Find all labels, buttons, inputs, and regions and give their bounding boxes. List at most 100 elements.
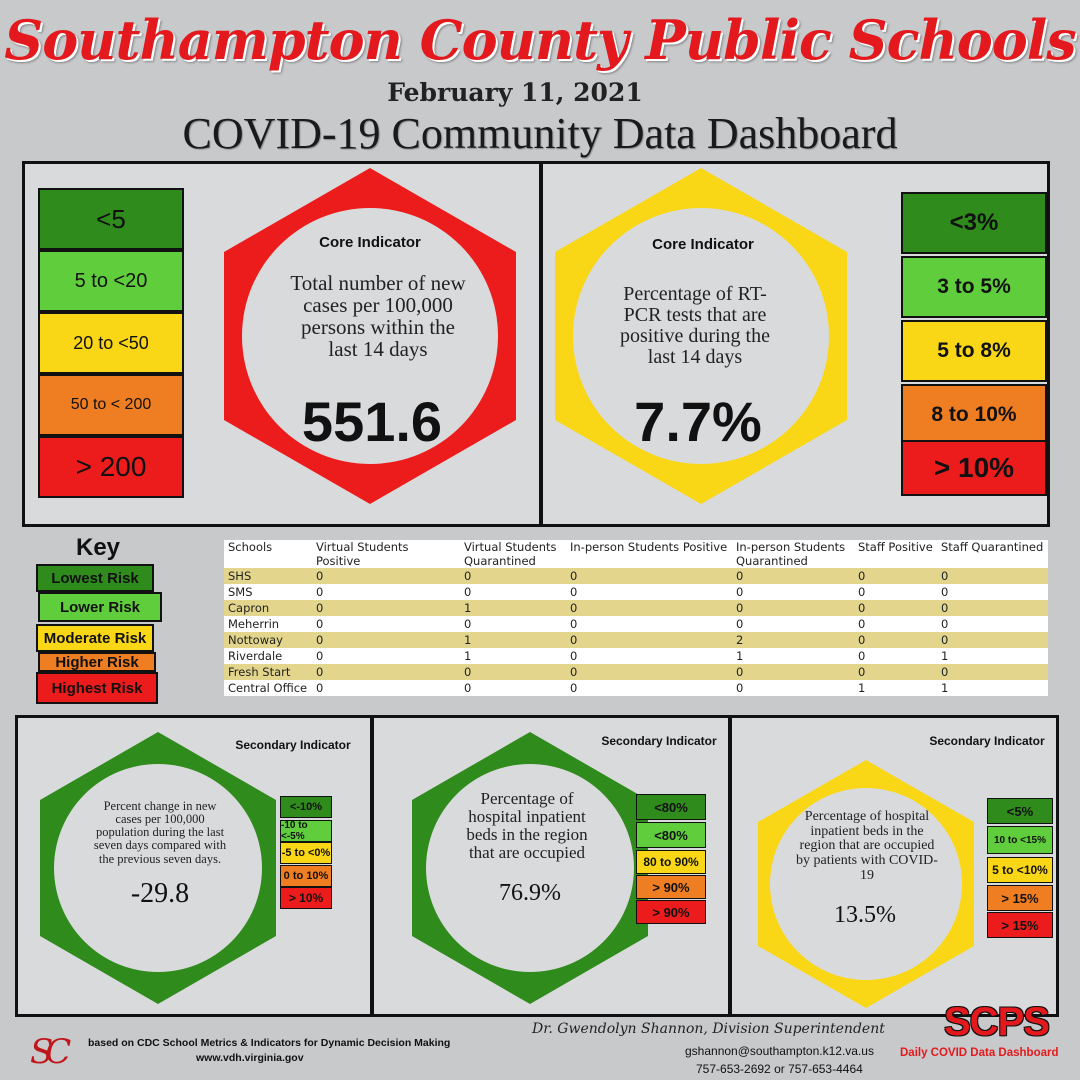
superintendent-phone: 757-653-2692 or 757-653-4464	[696, 1062, 863, 1076]
range-box-4: 0 to 10%	[280, 865, 332, 887]
table-cell: 0	[854, 664, 937, 680]
table-row: Nottoway 0 1 0 2 0 0	[224, 632, 1048, 648]
table-cell: 0	[460, 584, 566, 600]
core-indicator-description: Percentage of RT-PCR tests that are posi…	[620, 283, 770, 368]
school-name: Nottoway	[224, 632, 312, 648]
range-box-1: <-10%	[280, 796, 332, 818]
table-cell: 0	[312, 616, 460, 632]
table-cell: 0	[566, 568, 732, 584]
secondary-indicator-label: Secondary Indicator	[235, 738, 351, 752]
range-box-3: 5 to <10%	[987, 857, 1053, 883]
column-header: Schools	[224, 540, 312, 568]
table-cell: 1	[460, 632, 566, 648]
key-lowest-risk: Lowest Risk	[36, 564, 154, 592]
table-row: SHS 0 0 0 0 0 0	[224, 568, 1048, 584]
table-cell: 0	[854, 616, 937, 632]
core-indicator-value: 7.7%	[634, 390, 762, 453]
key-title: Key	[76, 534, 121, 561]
table-row: SMS 0 0 0 0 0 0	[224, 584, 1048, 600]
sc-logo-letters: SC	[30, 1032, 71, 1072]
school-name: Capron	[224, 600, 312, 616]
column-header: In-person Students Positive	[566, 540, 732, 568]
range-box-3: 80 to 90%	[636, 850, 706, 874]
table-cell: 0	[460, 568, 566, 584]
range-box-5: > 200	[38, 436, 184, 498]
school-name: Riverdale	[224, 648, 312, 664]
table-cell: 0	[937, 600, 1048, 616]
table-cell: 0	[566, 600, 732, 616]
scps-caption: Daily COVID Data Dashboard	[900, 1047, 1059, 1059]
secondary-indicator-value: 76.9%	[499, 880, 561, 906]
table-cell: 0	[312, 584, 460, 600]
table-cell: 2	[732, 632, 854, 648]
key-lower-risk: Lower Risk	[38, 592, 162, 622]
range-box-4: > 90%	[636, 875, 706, 899]
table-header-row: Schools Virtual Students Positive Virtua…	[224, 540, 1048, 568]
secondary-indicator-beds-panel: Secondary Indicator Percentage of hospit…	[371, 715, 731, 1017]
school-name: Meherrin	[224, 616, 312, 632]
table-cell: 0	[732, 600, 854, 616]
column-header: Staff Positive	[854, 540, 937, 568]
table-cell: 1	[732, 648, 854, 664]
range-box-2: -10 to <-5%	[280, 820, 332, 842]
table-cell: 0	[312, 568, 460, 584]
secondary-indicator-description: Percentage of hospital inpatient beds in…	[796, 809, 938, 883]
school-name: SMS	[224, 584, 312, 600]
table-cell: 0	[312, 680, 460, 696]
table-cell: 0	[937, 568, 1048, 584]
secondary-indicator-covid-beds-panel: Secondary Indicator Percentage of hospit…	[729, 715, 1059, 1017]
table-cell: 1	[460, 648, 566, 664]
column-header: In-person Students Quarantined	[732, 540, 854, 568]
table-cell: 0	[566, 616, 732, 632]
table-cell: 0	[312, 600, 460, 616]
table-cell: 1	[854, 680, 937, 696]
dashboard-subtitle: COVID-19 Community Data Dashboard	[182, 109, 898, 158]
table-cell: 0	[854, 632, 937, 648]
superintendent-email[interactable]: gshannon@southampton.k12.va.us	[685, 1044, 874, 1058]
range-box-3: 20 to <50	[38, 312, 184, 374]
column-header: Virtual Students Quarantined	[460, 540, 566, 568]
range-box-4: 8 to 10%	[901, 384, 1047, 446]
range-box-1: <5%	[987, 798, 1053, 824]
table-cell: 0	[312, 632, 460, 648]
source-line-1: based on CDC School Metrics & Indicators…	[88, 1037, 451, 1049]
school-name: Fresh Start	[224, 664, 312, 680]
green-hexagon-icon	[412, 732, 648, 1004]
range-box-2: <80%	[636, 822, 706, 848]
table-row: Fresh Start 0 0 0 0 0 0	[224, 664, 1048, 680]
table-cell: 1	[460, 600, 566, 616]
core-indicator-description: Total number of new cases per 100,000 pe…	[290, 271, 466, 362]
schools-table: Schools Virtual Students Positive Virtua…	[224, 540, 1048, 696]
range-box-2: 5 to <20	[38, 250, 184, 312]
key-higher-risk: Higher Risk	[38, 652, 156, 672]
table-cell: 0	[566, 632, 732, 648]
column-header: Staff Quarantined	[937, 540, 1048, 568]
table-cell: 0	[566, 584, 732, 600]
secondary-indicator-case-change-panel: Secondary Indicator Percent change in ne…	[15, 715, 373, 1017]
scps-logo: SCPS	[944, 1000, 1050, 1044]
table-row: Meherrin 0 0 0 0 0 0	[224, 616, 1048, 632]
table-cell: 0	[460, 680, 566, 696]
table-row: Riverdale 0 1 0 1 0 1	[224, 648, 1048, 664]
table-cell: 0	[732, 616, 854, 632]
range-box-5: > 10%	[901, 440, 1047, 496]
secondary-indicator-value: 13.5%	[834, 902, 896, 928]
table-cell: 1	[937, 680, 1048, 696]
table-cell: 0	[732, 680, 854, 696]
yellow-hexagon-icon	[758, 760, 974, 1008]
table-cell: 0	[312, 664, 460, 680]
yellow-hexagon-icon	[555, 168, 847, 504]
key-moderate-risk: Moderate Risk	[36, 624, 154, 652]
table-cell: 0	[732, 584, 854, 600]
secondary-indicator-description: Percentage of hospital inpatient beds in…	[466, 789, 588, 862]
range-box-3: 5 to 8%	[901, 320, 1047, 382]
range-box-4: > 15%	[987, 885, 1053, 911]
range-box-1: <80%	[636, 794, 706, 820]
secondary-indicator-label: Secondary Indicator	[929, 734, 1045, 748]
source-link[interactable]: www.vdh.virginia.gov	[196, 1052, 304, 1064]
school-name: SHS	[224, 568, 312, 584]
table-cell: 0	[937, 664, 1048, 680]
core-indicator-label: Core Indicator	[652, 236, 754, 253]
range-box-1: <3%	[901, 192, 1047, 254]
sc-logo: SC	[30, 1028, 78, 1076]
